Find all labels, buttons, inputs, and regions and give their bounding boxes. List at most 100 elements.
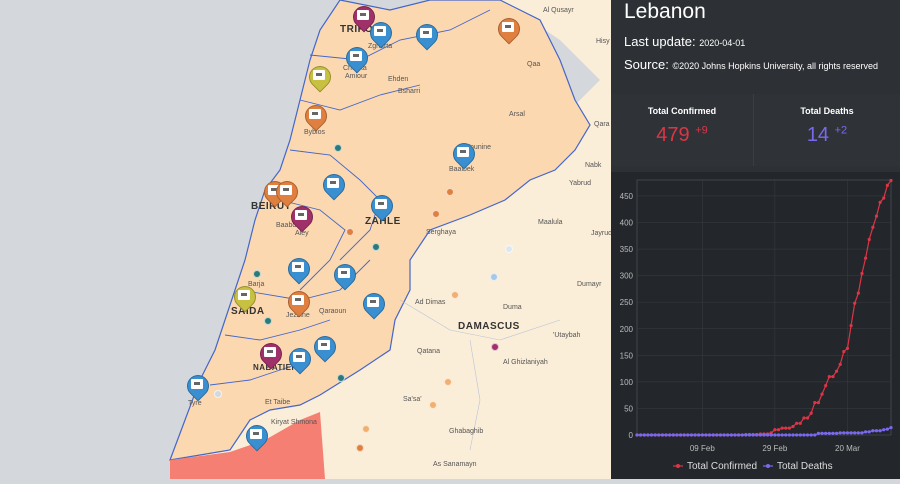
legend-label: Total Deaths	[777, 461, 833, 472]
map-dot-marker[interactable]	[451, 291, 459, 299]
data-point	[649, 433, 654, 437]
map-pin-marker[interactable]	[348, 1, 380, 34]
map-dot-marker[interactable]	[334, 144, 342, 152]
map-dot-marker[interactable]	[490, 273, 498, 281]
data-point	[882, 428, 886, 432]
data-point	[711, 433, 715, 437]
deaths-value: 14	[806, 124, 830, 146]
data-point	[675, 433, 679, 437]
map-pin-marker[interactable]	[255, 338, 287, 371]
map-pin-marker[interactable]	[284, 343, 316, 376]
city-label: Et Taibe	[265, 399, 291, 406]
map-pin-marker[interactable]	[241, 420, 273, 453]
city-label: 'Utaybah	[553, 332, 581, 339]
deaths-stat: Total Deaths 14 +2	[754, 94, 900, 166]
map-dot-marker[interactable]	[446, 188, 454, 196]
map-pin-marker[interactable]	[493, 13, 525, 46]
map-pin-marker[interactable]	[286, 201, 318, 234]
map-pin-marker[interactable]	[283, 253, 315, 286]
plot-frame	[636, 179, 892, 436]
city-label: Qaa	[527, 61, 541, 68]
data-point	[784, 433, 788, 437]
map-pin-marker[interactable]	[300, 100, 332, 133]
map-pin-marker[interactable]	[182, 370, 214, 403]
data-point	[834, 431, 839, 436]
data-point	[805, 416, 810, 420]
map-dot-marker[interactable]	[346, 228, 354, 236]
map-dot-marker[interactable]	[356, 444, 364, 452]
data-point	[889, 178, 893, 183]
y-tick-label: 400	[620, 219, 634, 228]
map-pin-marker[interactable]	[283, 286, 315, 319]
data-point	[791, 433, 795, 437]
map-dot-marker[interactable]	[491, 343, 499, 351]
map-pin-marker[interactable]	[448, 138, 480, 171]
map-dot-marker[interactable]	[264, 317, 272, 325]
data-point	[838, 431, 842, 435]
x-tick-label: 09 Feb	[690, 444, 715, 453]
map-pin-marker[interactable]	[259, 176, 291, 209]
map-dot-marker[interactable]	[253, 270, 261, 278]
map-pin-marker[interactable]	[309, 331, 341, 364]
data-point	[871, 225, 875, 229]
data-point	[878, 429, 882, 433]
map-dot-marker[interactable]	[362, 425, 370, 433]
data-point	[726, 433, 730, 437]
map-pin-marker[interactable]	[304, 61, 336, 94]
confirmed-delta: +9	[695, 124, 708, 137]
data-point	[860, 431, 864, 435]
map-dot-marker[interactable]	[432, 210, 440, 218]
chart-container: 0 50 100 150 200 250 300 350 400 450 09 Feb 29 Feb 2…	[611, 172, 900, 479]
map-dot-marker[interactable]	[372, 243, 380, 251]
map-dot-marker[interactable]	[337, 374, 345, 382]
legend-label: Total Confirmed	[687, 461, 757, 472]
israel-region	[170, 412, 325, 479]
data-point	[639, 433, 643, 437]
deaths-delta: +2	[834, 124, 848, 137]
city-label: Byblos	[304, 129, 326, 136]
map-pin-marker[interactable]	[341, 42, 373, 75]
city-label: Qara	[594, 121, 610, 128]
line-chart[interactable]: 0 50 100 150 200 250 300 350 400 450 09 Feb 29 Feb 2…	[611, 172, 900, 479]
data-point	[686, 433, 690, 437]
last-update-row: Last update: 2020-04-01	[624, 34, 745, 49]
city-label: Al Qusayr	[543, 7, 574, 14]
data-point	[864, 256, 868, 260]
data-point	[657, 433, 661, 437]
map-pin-marker[interactable]	[229, 281, 261, 314]
map-pin-marker[interactable]	[329, 259, 361, 292]
data-point	[755, 433, 759, 437]
data-point	[809, 433, 813, 437]
data-point	[737, 433, 741, 437]
y-tick-label: 0	[629, 431, 634, 440]
map-pin-marker[interactable]	[318, 169, 350, 202]
city-label: Nabk	[585, 162, 602, 169]
city-label: Kiryat Shmona	[271, 419, 317, 426]
map-pin-marker[interactable]	[366, 190, 398, 223]
map-pin-marker[interactable]	[365, 17, 397, 50]
data-point	[820, 392, 824, 396]
data-point	[784, 426, 788, 430]
data-point	[838, 362, 842, 366]
data-point	[780, 433, 784, 437]
map-pin-marker[interactable]	[358, 288, 390, 321]
source-label: Source:	[624, 57, 669, 72]
map-pin-marker[interactable]	[271, 176, 303, 209]
map-dot-marker[interactable]	[214, 390, 222, 398]
data-point	[874, 214, 879, 218]
map-pin-marker[interactable]	[411, 19, 443, 52]
map-dot-marker[interactable]	[505, 245, 513, 253]
data-point	[722, 433, 726, 437]
map-dot-marker[interactable]	[444, 378, 452, 386]
y-tick-label: 200	[620, 325, 634, 334]
data-point	[889, 425, 893, 430]
data-point	[853, 301, 857, 305]
map-dot-marker[interactable]	[429, 401, 437, 409]
city-label: Bsharri	[398, 88, 421, 95]
data-point	[733, 433, 737, 437]
data-point	[653, 433, 657, 437]
data-point	[704, 433, 708, 437]
data-point	[744, 433, 748, 437]
confirmed-label: Total Confirmed	[647, 106, 717, 116]
data-point	[874, 429, 879, 433]
